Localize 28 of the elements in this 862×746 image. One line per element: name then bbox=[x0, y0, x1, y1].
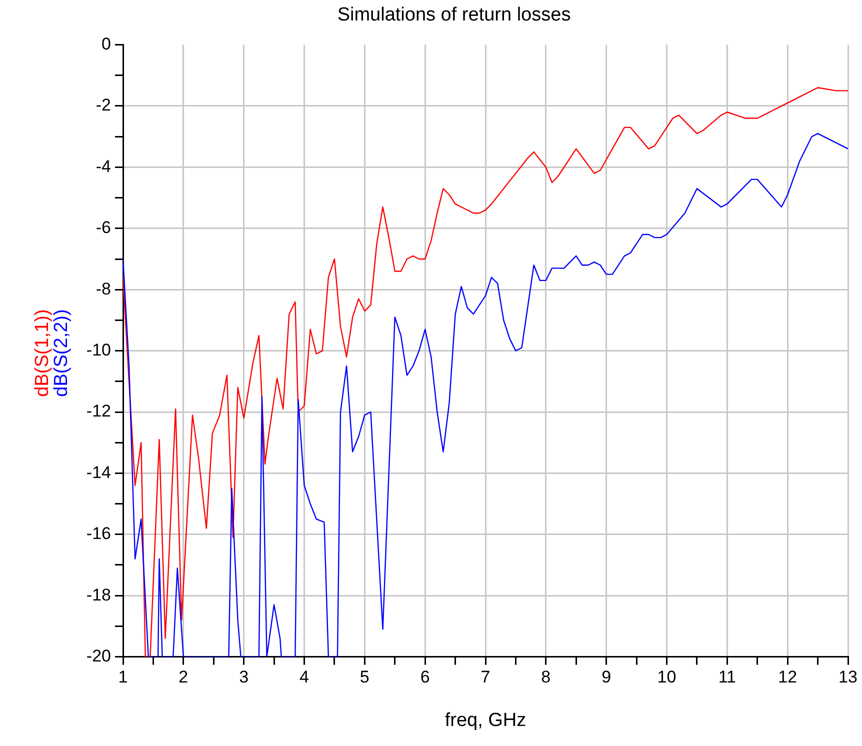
x-tick-label: 6 bbox=[420, 668, 430, 687]
y-tick-label: -20 bbox=[86, 646, 111, 666]
x-tick-label: 9 bbox=[602, 668, 612, 687]
y-tick-label: 0 bbox=[102, 34, 111, 54]
x-tick-label: 4 bbox=[300, 668, 309, 687]
x-tick-label: 3 bbox=[239, 668, 249, 687]
y-tick-label: -14 bbox=[86, 462, 111, 482]
x-tick-label: 13 bbox=[838, 668, 858, 687]
y-tick-label: -4 bbox=[96, 156, 111, 176]
x-tick-label: 11 bbox=[718, 668, 736, 687]
y-tick-label: -8 bbox=[96, 279, 111, 298]
x-tick-label: 7 bbox=[480, 668, 490, 687]
x-tick-label: 8 bbox=[541, 668, 551, 687]
y-tick-label: -10 bbox=[86, 340, 111, 360]
x-tick-label: 12 bbox=[778, 668, 798, 687]
x-axis-title: freq, GHz bbox=[444, 710, 526, 731]
text: dB(S(2,2)) bbox=[50, 309, 72, 397]
x-tick-label: 1 bbox=[118, 668, 128, 687]
x-tick-label: 2 bbox=[178, 668, 188, 687]
x-tick-label: 10 bbox=[657, 668, 676, 687]
y-tick-label: -6 bbox=[96, 218, 111, 238]
y-tick-label: -18 bbox=[86, 585, 111, 604]
x-tick-label: 5 bbox=[360, 668, 370, 687]
y-tick-label: -2 bbox=[96, 96, 111, 115]
y-tick-label: -16 bbox=[86, 524, 111, 544]
chart-title: Simulations of return losses bbox=[337, 4, 571, 26]
y-tick-label: -12 bbox=[86, 402, 111, 421]
text: dB(S(1,1)) bbox=[32, 309, 53, 397]
